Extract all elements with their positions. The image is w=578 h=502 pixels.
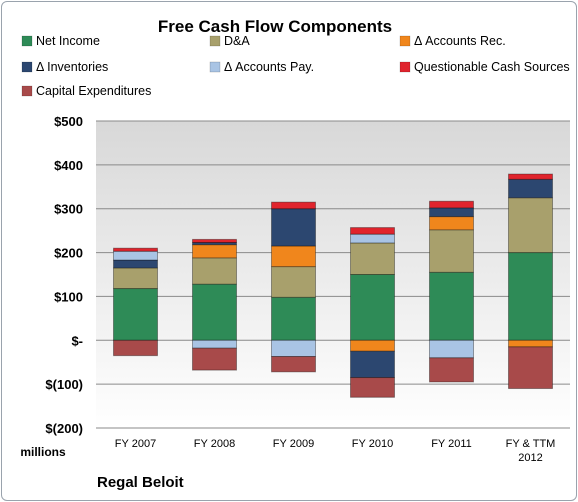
- bar-segment-capital-expenditures: [508, 346, 553, 390]
- plot-area: [96, 121, 570, 428]
- bar-segment-delta-accounts-rec: [429, 216, 474, 231]
- legend-label-net-income: Net Income: [36, 34, 100, 48]
- y-tick-label: $100: [54, 289, 83, 304]
- x-tick-label: FY 2008: [194, 438, 235, 450]
- legend-label-capital-expenditures: Capital Expenditures: [36, 84, 151, 98]
- y-tick-label: $500: [54, 114, 83, 129]
- bar-segment-questionable-cash-sources: [192, 238, 237, 243]
- bar-segment-delta-accounts-rec: [271, 245, 316, 268]
- legend-swatch-delta-accounts-pay: [209, 61, 221, 73]
- legend-label-d-a: D&A: [224, 34, 250, 48]
- x-axis: FY 2007 FY 2008 FY 2009 FY 2010 FY 2011 FY & …: [115, 438, 556, 464]
- bar-segment-net-income: [429, 271, 474, 341]
- y-tick-label: $-: [71, 333, 83, 348]
- y-tick-label: $(100): [45, 377, 83, 392]
- gridlines: [96, 120, 570, 429]
- legend-swatch-delta-inventories: [21, 61, 33, 73]
- bar-segment-questionable-cash-sources: [113, 247, 158, 252]
- y-tick-label: $300: [54, 202, 83, 217]
- bar-segment-capital-expenditures: [192, 347, 237, 371]
- bar-segment-delta-accounts-pay: [271, 339, 316, 358]
- bar-segment-net-income: [192, 283, 237, 341]
- legend-swatch-capital-expenditures: [21, 85, 33, 97]
- bar-segment-questionable-cash-sources: [508, 173, 553, 180]
- bar-segment-questionable-cash-sources: [429, 200, 474, 209]
- x-tick-label: FY 2010: [352, 438, 393, 450]
- x-tick-label: FY & TTM 2012: [506, 438, 556, 464]
- bar-segment-delta-accounts-pay: [113, 250, 158, 261]
- bar-segment-delta-inventories: [271, 208, 316, 247]
- bar-segment-delta-accounts-pay: [192, 339, 237, 349]
- company-name: Regal Beloit: [97, 474, 184, 491]
- bar-segment-net-income: [271, 296, 316, 341]
- bar-segment-delta-inventories: [350, 350, 395, 379]
- bar-segment-d-a: [508, 197, 553, 254]
- legend-label-delta-accounts-rec: Δ Accounts Rec.: [414, 34, 506, 48]
- bar-segment-d-a: [192, 257, 237, 285]
- bar-segment-d-a: [271, 266, 316, 298]
- legend-label-delta-accounts-pay: Δ Accounts Pay.: [224, 60, 314, 74]
- bar-segment-delta-accounts-rec: [350, 339, 395, 352]
- bar-segment-d-a: [429, 229, 474, 273]
- y-tick-label: $200: [54, 246, 83, 261]
- bar-segment-net-income: [350, 274, 395, 341]
- legend-swatch-delta-accounts-rec: [399, 35, 411, 47]
- y-tick-label: $(200): [45, 421, 83, 436]
- bars: [113, 173, 553, 398]
- y-axis: $(200) $(100) $- $100 $200 $300 $400 $500: [45, 114, 83, 436]
- chart-title: Free Cash Flow Components: [158, 17, 392, 36]
- bar-segment-delta-inventories: [429, 207, 474, 218]
- bar-segment-delta-inventories: [508, 178, 553, 199]
- x-tick-label: FY 2011: [431, 438, 472, 450]
- bar-segment-capital-expenditures: [350, 377, 395, 398]
- x-tick-label: FY 2009: [273, 438, 314, 450]
- legend-swatch-d-a: [209, 35, 221, 47]
- bar-segment-delta-accounts-pay: [429, 339, 474, 359]
- legend-swatch-net-income: [21, 35, 33, 47]
- unit-label: millions: [20, 445, 66, 459]
- y-tick-label: $400: [54, 158, 83, 173]
- bar-segment-questionable-cash-sources: [350, 227, 395, 235]
- bar-segment-capital-expenditures: [271, 356, 316, 373]
- legend-label-delta-inventories: Δ Inventories: [36, 60, 108, 74]
- bar-segment-delta-inventories: [113, 259, 158, 269]
- bar-segment-delta-accounts-pay: [350, 233, 395, 244]
- bar-segment-net-income: [113, 288, 158, 341]
- bar-segment-questionable-cash-sources: [271, 201, 316, 210]
- legend-label-questionable-cash-sources: Questionable Cash Sources: [414, 60, 570, 74]
- bar-segment-net-income: [508, 252, 553, 341]
- bar-segment-delta-accounts-rec: [192, 244, 237, 259]
- bar-segment-d-a: [350, 242, 395, 275]
- bar-segment-capital-expenditures: [429, 357, 474, 383]
- bar-segment-d-a: [113, 267, 158, 290]
- legend-swatch-questionable-cash-sources: [399, 61, 411, 73]
- x-tick-label: FY 2007: [115, 438, 156, 450]
- bar-segment-delta-accounts-rec: [508, 339, 553, 348]
- legend: Net Income D&A Δ Accounts Rec. Δ Inventorie…: [21, 34, 570, 98]
- bar-segment-capital-expenditures: [113, 339, 158, 357]
